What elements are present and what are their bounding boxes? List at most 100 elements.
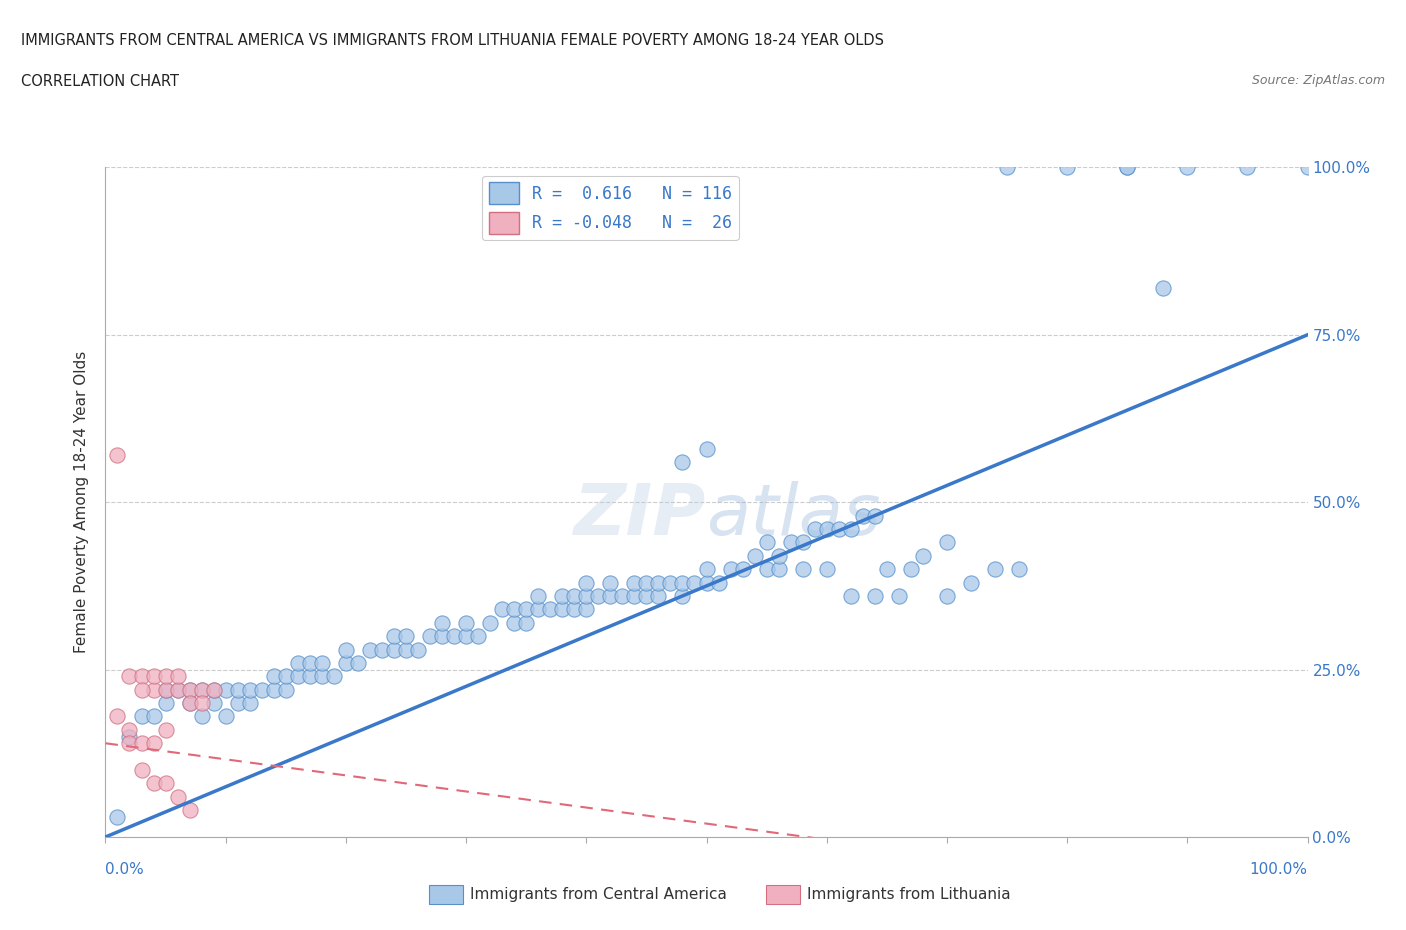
Point xyxy=(419,629,441,644)
Point xyxy=(768,562,790,577)
Point xyxy=(274,683,297,698)
Point xyxy=(406,642,429,657)
Point xyxy=(720,562,742,577)
Point xyxy=(900,562,922,577)
Point xyxy=(335,656,357,671)
Point xyxy=(588,589,610,604)
Point xyxy=(239,696,262,711)
Point xyxy=(179,683,201,698)
Point xyxy=(226,683,249,698)
Point xyxy=(792,562,814,577)
Point xyxy=(202,696,225,711)
Point xyxy=(960,575,983,590)
Point xyxy=(131,709,153,724)
Point xyxy=(551,602,574,617)
Point xyxy=(936,589,959,604)
Point xyxy=(1152,281,1174,296)
Text: Immigrants from Central America: Immigrants from Central America xyxy=(470,887,727,902)
Point xyxy=(371,642,394,657)
Point xyxy=(107,709,129,724)
Point xyxy=(142,709,165,724)
Point xyxy=(503,602,526,617)
Point xyxy=(263,669,285,684)
Point xyxy=(142,669,165,684)
Text: Source: ZipAtlas.com: Source: ZipAtlas.com xyxy=(1251,74,1385,87)
Point xyxy=(731,562,754,577)
Point xyxy=(190,696,212,711)
Point xyxy=(995,160,1018,175)
Point xyxy=(479,616,502,631)
Point xyxy=(755,535,778,550)
Point xyxy=(575,589,598,604)
Point xyxy=(623,589,645,604)
Point xyxy=(671,575,693,590)
Point xyxy=(118,669,141,684)
Point xyxy=(503,616,526,631)
Point xyxy=(1296,160,1319,175)
Point xyxy=(179,696,201,711)
Point xyxy=(250,683,273,698)
Point xyxy=(647,575,669,590)
Point xyxy=(454,616,477,631)
Point xyxy=(155,776,177,790)
Point xyxy=(322,669,344,684)
Point xyxy=(202,683,225,698)
Point xyxy=(382,629,405,644)
Point xyxy=(707,575,730,590)
Point xyxy=(876,562,898,577)
Text: atlas: atlas xyxy=(707,481,882,550)
Point xyxy=(936,535,959,550)
Point xyxy=(443,629,465,644)
Point xyxy=(551,589,574,604)
Point xyxy=(214,683,236,698)
Point xyxy=(430,616,453,631)
Point xyxy=(863,508,886,523)
Point xyxy=(395,629,418,644)
Point xyxy=(311,669,333,684)
Point xyxy=(671,455,693,470)
Point xyxy=(527,589,550,604)
Point xyxy=(515,616,537,631)
Text: 100.0%: 100.0% xyxy=(1250,862,1308,877)
Point xyxy=(142,736,165,751)
Point xyxy=(107,809,129,824)
Point xyxy=(166,669,188,684)
Point xyxy=(1175,160,1198,175)
Point xyxy=(803,522,825,537)
Point xyxy=(347,656,370,671)
Point xyxy=(467,629,489,644)
Point xyxy=(792,535,814,550)
Point xyxy=(636,589,658,604)
Text: 0.0%: 0.0% xyxy=(105,862,145,877)
Point xyxy=(887,589,910,604)
Point xyxy=(839,522,862,537)
Point xyxy=(214,709,236,724)
Point xyxy=(863,589,886,604)
Point xyxy=(335,642,357,657)
Point xyxy=(155,723,177,737)
Point xyxy=(298,656,321,671)
Point xyxy=(311,656,333,671)
Text: IMMIGRANTS FROM CENTRAL AMERICA VS IMMIGRANTS FROM LITHUANIA FEMALE POVERTY AMON: IMMIGRANTS FROM CENTRAL AMERICA VS IMMIG… xyxy=(21,33,884,47)
Point xyxy=(683,575,706,590)
Point xyxy=(179,803,201,817)
Point xyxy=(202,683,225,698)
Point xyxy=(599,589,621,604)
Point xyxy=(1116,160,1139,175)
Point xyxy=(647,589,669,604)
Point xyxy=(575,575,598,590)
Point xyxy=(491,602,513,617)
Point xyxy=(839,589,862,604)
Point xyxy=(155,683,177,698)
Point xyxy=(166,683,188,698)
Point xyxy=(118,729,141,744)
Point xyxy=(287,669,309,684)
Point xyxy=(155,669,177,684)
Point xyxy=(131,763,153,777)
Point xyxy=(659,575,682,590)
Point xyxy=(623,575,645,590)
Point xyxy=(107,448,129,463)
Point xyxy=(815,562,838,577)
Point xyxy=(538,602,561,617)
Point xyxy=(166,790,188,804)
